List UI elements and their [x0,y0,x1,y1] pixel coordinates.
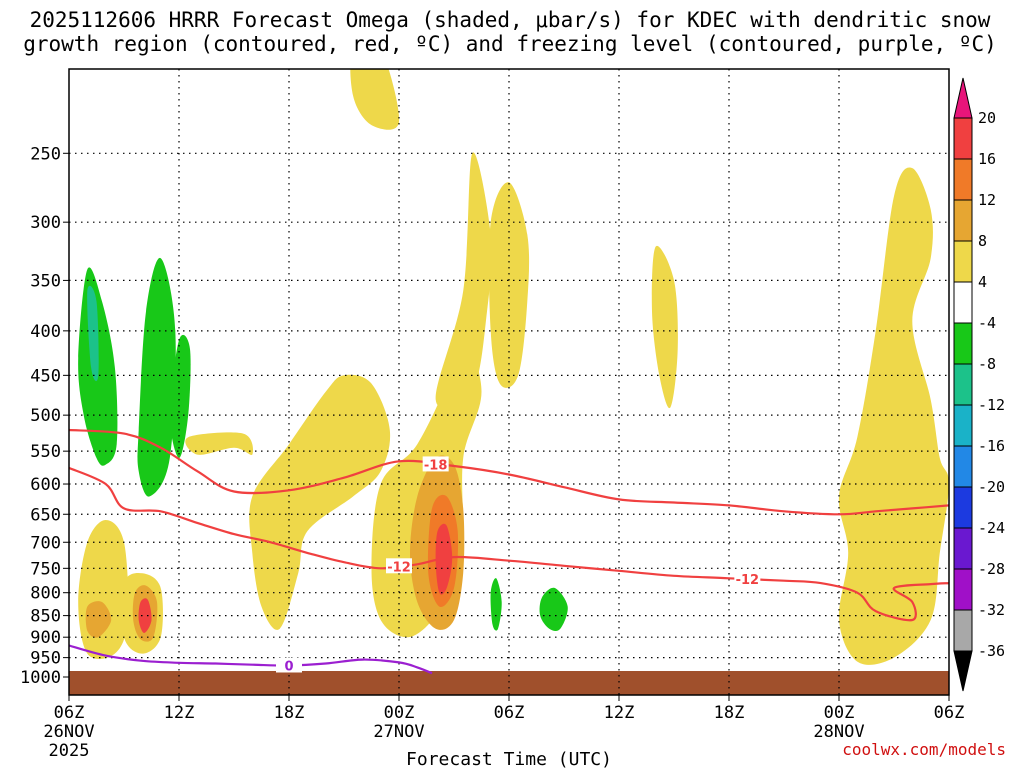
omega-region-17 [137,257,176,497]
x-tick-date: 26NOV [43,722,94,742]
y-tick-label: 400 [30,322,61,342]
colorbar-swatch-10 [953,486,973,529]
omega-region-0 [185,432,254,455]
colorbar-label: -24 [978,519,1005,537]
omega-region-5 [249,374,391,630]
y-tick-label: 500 [30,406,61,426]
y-tick-label: 600 [30,475,61,495]
omega-region-1 [350,69,400,130]
ground-surface [69,671,949,695]
colorbar-swatch-11 [953,527,973,570]
colorbar-swatch-13 [953,609,973,652]
x-tick-label: 00Z [384,703,415,723]
y-tick-label: 750 [30,559,61,579]
x-tick-label: 00Z [824,703,855,723]
y-tick-label: 250 [30,144,61,164]
y-axis-ticks: 2503003504004505005506006507007508008509… [20,144,69,688]
credit-text: coolwx.com/models [842,740,1006,759]
colorbar: 20 16 12 8 4 -4 -8 -12 -16 -20 -24 -28 -32 -36 [953,77,1005,692]
y-tick-label: 550 [30,442,61,462]
contour-label-bg [386,558,412,574]
colorbar-swatch-9 [953,445,973,488]
colorbar-swatch-7 [953,363,973,406]
colorbar-swatch-3 [953,199,973,242]
x-tick-label: 06Z [494,703,525,723]
x-tick-label: 18Z [714,703,745,723]
omega-region-12 [85,601,112,638]
omega-region-7 [838,167,949,665]
colorbar-swatch-12 [953,568,973,611]
y-tick-label: 850 [30,607,61,627]
colorbar-label: 8 [978,232,987,250]
omega-region-6 [651,245,678,409]
y-tick-label: 650 [30,505,61,525]
y-tick-label: 950 [30,649,61,669]
colorbar-swatch-1 [953,117,973,160]
colorbar-swatch-8 [953,404,973,447]
contour-line-1 [69,466,949,622]
y-tick-label: 300 [30,213,61,233]
colorbar-swatch-4 [953,240,973,283]
colorbar-label: -8 [978,355,996,373]
y-tick-label: 450 [30,366,61,386]
chart-title: 2025112606 HRRR Forecast Omega (shaded, … [0,8,1020,56]
y-tick-label: 700 [30,533,61,553]
x-tick-date: 27NOV [373,722,424,742]
x-axis-label: Forecast Time (UTC) [406,749,612,768]
colorbar-label: 16 [978,150,996,168]
colorbar-label: -20 [978,478,1005,496]
colorbar-label: -32 [978,601,1005,619]
colorbar-swatch-5 [953,281,973,324]
colorbar-label: -16 [978,437,1005,455]
omega-region-18 [169,334,191,458]
contour-label-0-0: -18 [424,458,448,473]
colorbar-label: 4 [978,273,987,291]
omega-region-19 [490,578,502,631]
omega-region-20 [539,587,568,631]
x-tick-year: 2025 [49,741,90,761]
omega-region-3 [435,152,492,409]
x-tick-label: 12Z [164,703,195,723]
contour-label-2-0: 0 [284,659,293,674]
title-line-1: 2025112606 HRRR Forecast Omega (shaded, … [29,8,991,32]
contour-label-bg [422,456,449,472]
colorbar-label: -4 [978,314,996,332]
x-tick-date: 28NOV [813,722,864,742]
colorbar-bottom-arrow [953,650,973,692]
title-line-2: growth region (contoured, red, ºC) and f… [23,32,997,56]
colorbar-label: -36 [978,642,1005,660]
colorbar-label: 20 [978,109,996,127]
y-tick-label: 900 [30,628,61,648]
x-tick-label: 06Z [54,703,85,723]
x-tick-label: 18Z [274,703,305,723]
colorbar-swatch-2 [953,158,973,201]
colorbar-label: 12 [978,191,996,209]
contour-line-2 [69,644,433,675]
colorbar-label: -12 [978,396,1005,414]
x-tick-label: 06Z [934,703,965,723]
colorbar-swatch-6 [953,322,973,365]
y-tick-label: 350 [30,271,61,291]
omega-region-21 [87,285,99,382]
contour-label-1-0: -12 [387,560,411,575]
y-tick-label: 1000 [20,668,61,688]
contour-line-0 [69,428,949,516]
x-tick-label: 12Z [604,703,635,723]
grid-lines [69,69,949,695]
colorbar-label: -28 [978,560,1005,578]
temperature-contours: -18 -12 -12 0 [69,428,949,675]
y-tick-label: 800 [30,584,61,604]
omega-region-15 [138,598,152,633]
contour-label-bg [734,571,761,587]
contour-label-1-1: -12 [736,573,760,588]
contour-label-bg [276,657,302,673]
colorbar-top-arrow [953,77,973,119]
